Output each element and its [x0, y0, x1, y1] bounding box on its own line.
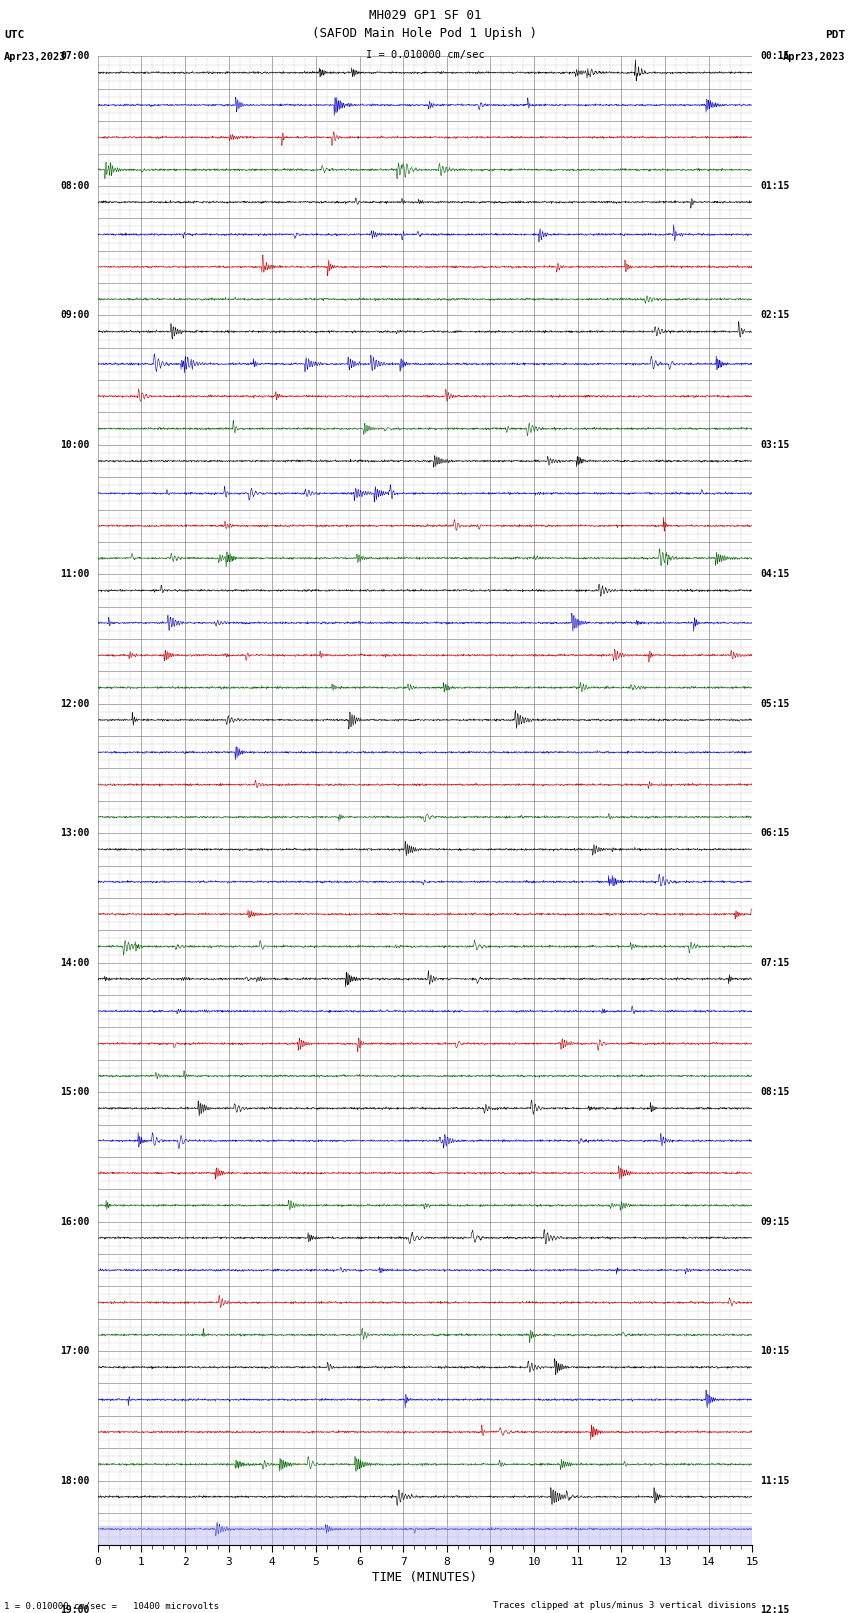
Text: 01:15: 01:15 — [760, 181, 790, 190]
Text: Traces clipped at plus/minus 3 vertical divisions: Traces clipped at plus/minus 3 vertical … — [493, 1602, 756, 1610]
Text: 09:00: 09:00 — [60, 310, 90, 321]
Text: I = 0.010000 cm/sec: I = 0.010000 cm/sec — [366, 50, 484, 60]
Title: MH029 GP1 SF 01
(SAFOD Main Hole Pod 1 Upish ): MH029 GP1 SF 01 (SAFOD Main Hole Pod 1 U… — [313, 10, 537, 40]
Text: 07:15: 07:15 — [760, 958, 790, 968]
Text: 18:00: 18:00 — [60, 1476, 90, 1486]
Text: UTC: UTC — [4, 31, 25, 40]
Text: 02:15: 02:15 — [760, 310, 790, 321]
Text: 15:00: 15:00 — [60, 1087, 90, 1097]
Bar — [98, 1526, 752, 1545]
Text: 13:00: 13:00 — [60, 827, 90, 839]
X-axis label: TIME (MINUTES): TIME (MINUTES) — [372, 1571, 478, 1584]
Text: 00:15: 00:15 — [760, 52, 790, 61]
Text: 05:15: 05:15 — [760, 698, 790, 708]
Text: 19:00: 19:00 — [60, 1605, 90, 1613]
Text: 11:15: 11:15 — [760, 1476, 790, 1486]
Text: 04:15: 04:15 — [760, 569, 790, 579]
Text: 10:15: 10:15 — [760, 1347, 790, 1357]
Text: 1 = 0.010000 cm/sec =   10400 microvolts: 1 = 0.010000 cm/sec = 10400 microvolts — [4, 1602, 219, 1610]
Text: 11:00: 11:00 — [60, 569, 90, 579]
Text: Apr23,2023: Apr23,2023 — [783, 52, 846, 61]
Text: 08:00: 08:00 — [60, 181, 90, 190]
Text: 03:15: 03:15 — [760, 440, 790, 450]
Text: 12:15: 12:15 — [760, 1605, 790, 1613]
Text: 14:00: 14:00 — [60, 958, 90, 968]
Text: 12:00: 12:00 — [60, 698, 90, 708]
Text: 06:15: 06:15 — [760, 827, 790, 839]
Text: PDT: PDT — [825, 31, 846, 40]
Text: 10:00: 10:00 — [60, 440, 90, 450]
Text: Apr23,2023: Apr23,2023 — [4, 52, 67, 61]
Text: 09:15: 09:15 — [760, 1216, 790, 1226]
Text: 07:00: 07:00 — [60, 52, 90, 61]
Text: 17:00: 17:00 — [60, 1347, 90, 1357]
Text: 08:15: 08:15 — [760, 1087, 790, 1097]
Text: 16:00: 16:00 — [60, 1216, 90, 1226]
